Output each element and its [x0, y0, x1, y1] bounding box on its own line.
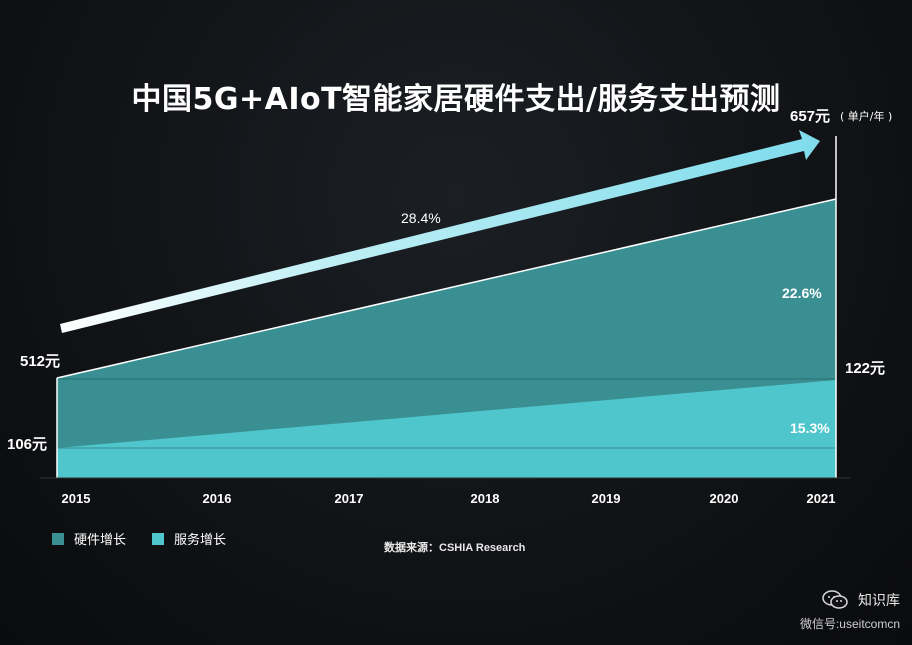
service-swatch: [152, 532, 165, 545]
wechat-icon: [822, 590, 848, 609]
service-start-label: 106元: [7, 436, 47, 453]
overall-growth-label: 28.4%: [401, 210, 441, 226]
total-start-label: 512元: [20, 353, 60, 370]
x-tick-label: 2015: [62, 491, 91, 506]
x-tick-label: 2021: [807, 491, 836, 506]
watermark-id: 微信号:useitcomcn: [799, 617, 900, 631]
service-growth-label: 15.3%: [790, 420, 830, 436]
service-area: [57, 380, 836, 478]
hardware-swatch: [52, 532, 64, 545]
legend-item-hardware: 硬件增长: [52, 529, 126, 548]
watermark: 知识库 微信号:useitcomcn: [800, 590, 900, 632]
hardware-growth-label: 22.6%: [782, 285, 822, 301]
legend-label: 硬件增长: [74, 532, 127, 547]
total-end-label: 657元: [790, 108, 830, 125]
x-tick-label: 2019: [592, 491, 621, 506]
x-tick-label: 2017: [335, 491, 364, 506]
growth-arrow: [60, 130, 820, 333]
data-source: 数据来源：CSHIA Research: [384, 542, 526, 554]
x-tick-label: 2016: [203, 491, 232, 506]
unit-label: ( 单户/年 ): [840, 109, 892, 123]
x-tick-label: 2018: [471, 491, 500, 506]
legend: 硬件增长 服务增长: [52, 529, 226, 548]
service-end-label: 122元: [845, 360, 885, 377]
hardware-top-line: [56, 198, 837, 379]
legend-item-service: 服务增长: [152, 529, 226, 548]
watermark-name: 知识库: [858, 592, 900, 608]
legend-label: 服务增长: [174, 532, 227, 547]
x-tick-label: 2020: [710, 491, 739, 506]
chart-title: 中国5G+AIoT智能家居硬件支出/服务支出预测: [131, 82, 781, 117]
